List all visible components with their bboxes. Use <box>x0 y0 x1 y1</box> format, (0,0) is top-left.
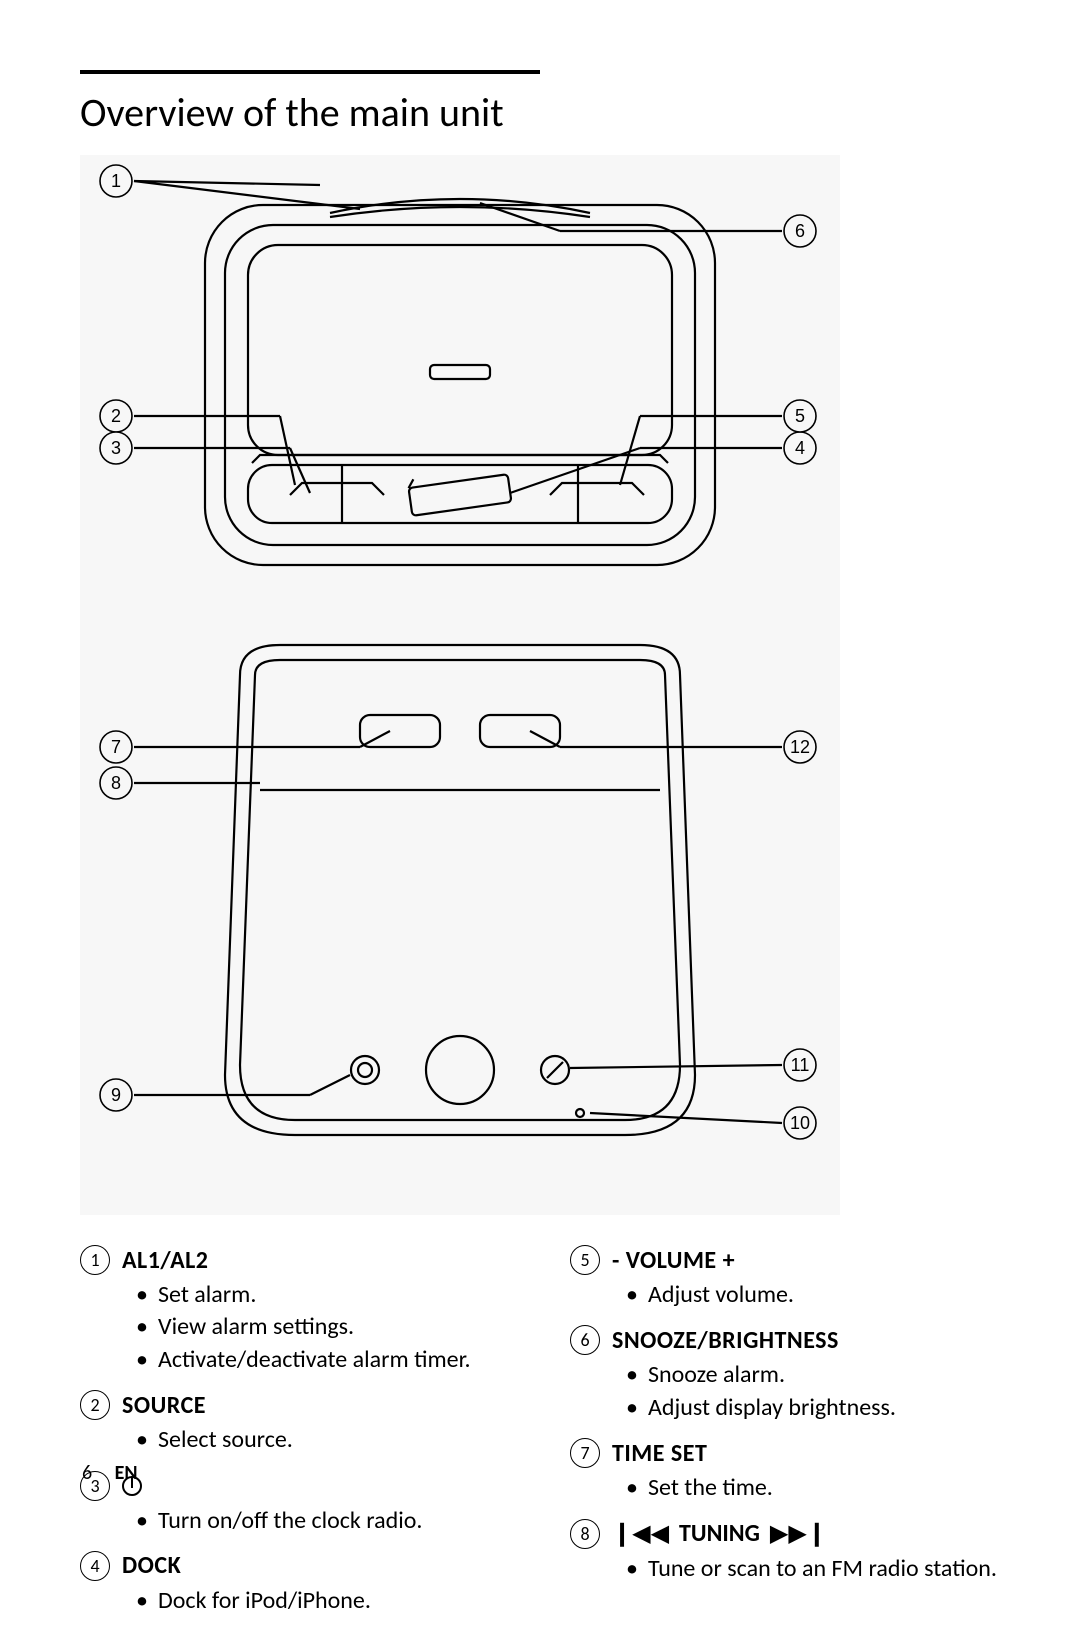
svg-text:11: 11 <box>791 1055 810 1075</box>
svg-text:2: 2 <box>111 406 121 426</box>
legend-number: 7 <box>570 1438 600 1468</box>
legend-item: 6 SNOOZE/BRIGHTNESS Snooze alarm.Adjust di… <box>570 1325 1000 1424</box>
page-lang: EN <box>115 1461 138 1485</box>
legend-item: 1 AL1/AL2 Set alarm.View alarm settings.Ac… <box>80 1245 510 1376</box>
svg-text:9: 9 <box>111 1085 121 1105</box>
legend-number: 8 <box>570 1519 600 1549</box>
page-title: Overview of the main unit <box>80 88 1000 137</box>
legend-item: 4 DOCK Dock for iPod/iPhone. <box>80 1551 510 1617</box>
legend-item: 7 TIME SET Set the time. <box>570 1438 1000 1504</box>
svg-text:7: 7 <box>111 737 121 757</box>
svg-text:12: 12 <box>790 737 810 757</box>
legend-item: 8 ❙◀◀TUNING▶▶❙ Tune or scan to an FM radio… <box>570 1519 1000 1585</box>
legend-number: 2 <box>80 1390 110 1420</box>
svg-text:6: 6 <box>795 221 805 241</box>
legend-title: - VOLUME + <box>612 1246 735 1275</box>
legend-number: 5 <box>570 1245 600 1275</box>
legend-bullet: View alarm settings. <box>136 1311 510 1343</box>
legend-title: SNOOZE/BRIGHTNESS <box>612 1326 839 1355</box>
svg-text:8: 8 <box>111 773 121 793</box>
section-rule <box>80 70 540 74</box>
legend-bullet: Adjust display brightness. <box>626 1392 1000 1424</box>
legend-number: 6 <box>570 1325 600 1355</box>
svg-text:3: 3 <box>111 438 121 458</box>
legend-title: SOURCE <box>122 1391 206 1420</box>
svg-text:1: 1 <box>111 171 121 191</box>
page-footer: 6 EN <box>82 1461 138 1485</box>
legend-bullet: Snooze alarm. <box>626 1359 1000 1391</box>
tuning-icon-group: ❙◀◀TUNING▶▶❙ <box>612 1519 827 1548</box>
legend-item: 5 - VOLUME + Adjust volume. <box>570 1245 1000 1311</box>
legend-item: 2 SOURCE Select source. <box>80 1390 510 1456</box>
svg-text:5: 5 <box>795 406 805 426</box>
legend-number: 1 <box>80 1245 110 1275</box>
legend-bullet: Set alarm. <box>136 1279 510 1311</box>
product-diagram: 123456789101112 <box>80 155 840 1215</box>
legend-bullet: Set the time. <box>626 1472 1000 1504</box>
legend-bullet: Select source. <box>136 1424 510 1456</box>
page-number: 6 <box>82 1461 92 1485</box>
legend-bullet: Dock for iPod/iPhone. <box>136 1585 510 1617</box>
legend-bullet: Turn on/off the clock radio. <box>136 1505 510 1537</box>
legend-title: DOCK <box>122 1551 181 1580</box>
svg-text:10: 10 <box>790 1113 810 1133</box>
legend-bullet: Activate/deactivate alarm timer. <box>136 1344 510 1376</box>
legend-number: 4 <box>80 1551 110 1581</box>
legend-title: TIME SET <box>612 1439 707 1468</box>
svg-text:4: 4 <box>795 438 805 458</box>
legend-bullet: Tune or scan to an FM radio station. <box>626 1553 1000 1585</box>
legend-bullet: Adjust volume. <box>626 1279 1000 1311</box>
legend-columns: 1 AL1/AL2 Set alarm.View alarm settings.Ac… <box>80 1245 1000 1631</box>
legend-title: AL1/AL2 <box>122 1246 208 1275</box>
